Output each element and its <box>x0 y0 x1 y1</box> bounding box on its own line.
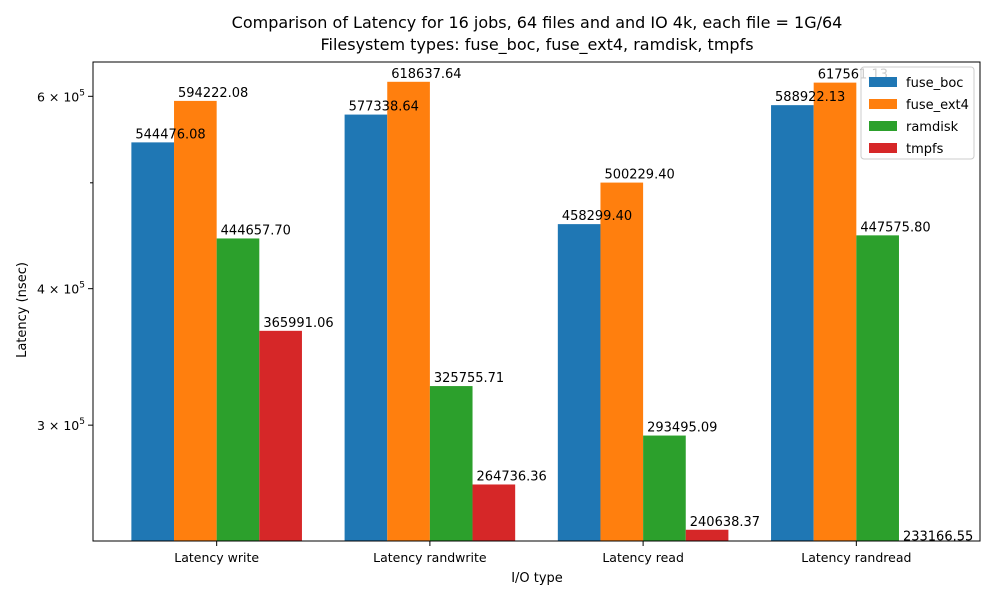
y-tick-label-3: 6 × 105 <box>37 88 85 104</box>
data-label-fuse-boc-3: 458299.40 <box>562 209 632 224</box>
y-axis-label: Latency (nsec) <box>15 262 30 358</box>
legend-swatch-fuse-boc <box>869 77 897 87</box>
bar-fuse-boc-3 <box>557 224 601 541</box>
x-tick-label-3: Latency read <box>602 550 684 565</box>
x-tick-label-2: Latency randwrite <box>373 550 487 565</box>
x-axis-label: I/O type <box>511 571 563 586</box>
bar-fuse-ext4-1 <box>174 100 217 541</box>
legend-label-fuse-boc: fuse_boc <box>906 76 963 91</box>
data-label-fuse-boc-2: 577338.64 <box>349 100 419 115</box>
chart-title-line2: Filesystem types: fuse_boc, fuse_ext4, r… <box>320 35 753 55</box>
legend-box <box>860 66 975 160</box>
data-label-ramdisk-3: 293495.09 <box>647 421 717 436</box>
data-label-ramdisk-1: 444657.70 <box>221 223 291 238</box>
data-label-fuse-ext4-2: 618637.64 <box>391 67 461 82</box>
data-label-tmpfs-3: 240638.37 <box>690 515 760 530</box>
legend-label-fuse-ext4: fuse_ext4 <box>906 98 969 113</box>
legend-label-tmpfs: tmpfs <box>906 142 944 157</box>
y-axis: 3 × 105 4 × 105 6 × 105 <box>37 88 93 433</box>
bar-ramdisk-2 <box>429 386 473 541</box>
bar-fuse-boc-4 <box>771 105 814 541</box>
data-label-fuse-ext4-1: 594222.08 <box>178 86 248 101</box>
legend-swatch-ramdisk <box>869 121 897 131</box>
data-label-tmpfs-1: 365991.06 <box>263 316 333 331</box>
bar-fuse-ext4-3 <box>600 182 644 541</box>
data-label-fuse-ext4-3: 500229.40 <box>604 168 674 183</box>
bar-ramdisk-1 <box>216 238 260 542</box>
data-label-tmpfs-2: 264736.36 <box>477 469 547 484</box>
bar-tmpfs-3 <box>685 529 729 541</box>
bar-ramdisk-3 <box>643 435 686 541</box>
bar-ramdisk-4 <box>856 235 899 542</box>
bar-tmpfs-2 <box>472 484 516 541</box>
x-axis: Latency write Latency randwrite Latency re… <box>174 541 911 565</box>
data-label-fuse-boc-1: 544476.08 <box>135 127 205 142</box>
legend-label-ramdisk: ramdisk <box>906 120 959 135</box>
bar-fuse-ext4-2 <box>387 81 430 542</box>
legend-swatch-tmpfs <box>869 143 897 153</box>
data-label-ramdisk-4: 447575.80 <box>860 220 930 235</box>
x-tick-label-1: Latency write <box>174 550 259 565</box>
data-label-tmpfs-4: 233166.55 <box>903 530 973 545</box>
legend-swatch-fuse-ext4 <box>869 99 897 109</box>
data-label-fuse-boc-4: 588922.13 <box>775 90 845 105</box>
data-labels-layer: 544476.08 577338.64 458299.40 588922.13 5942… <box>135 67 973 545</box>
data-label-ramdisk-2: 325755.71 <box>434 371 504 386</box>
plot-frame <box>92 61 981 542</box>
bar-tmpfs-1 <box>259 330 302 541</box>
bar-fuse-ext4-4 <box>813 82 857 541</box>
chart-title-line1: Comparison of Latency for 16 jobs, 64 fi… <box>232 13 843 32</box>
x-tick-label-4: Latency randread <box>801 550 911 565</box>
bars-layer <box>131 81 899 542</box>
bar-fuse-boc-2 <box>344 114 388 541</box>
y-tick-label-2: 4 × 105 <box>37 281 85 297</box>
y-tick-label-1: 3 × 105 <box>37 417 85 433</box>
bar-fuse-boc-1 <box>131 142 175 541</box>
